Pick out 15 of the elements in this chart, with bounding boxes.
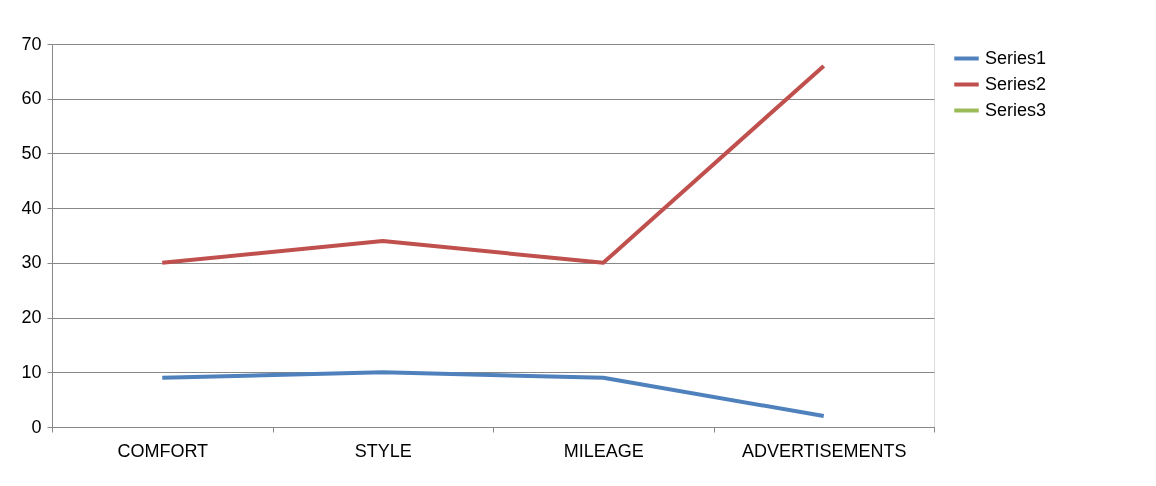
legend-label: Series2: [985, 73, 1047, 94]
y-tick-label: 60: [21, 88, 42, 109]
x-tick-label: STYLE: [354, 440, 412, 461]
y-tick-label: 0: [31, 416, 42, 437]
y-tick-label: 30: [21, 252, 42, 273]
y-tick-label: 40: [21, 197, 42, 218]
legend-label: Series3: [985, 99, 1047, 120]
y-tick-label: 20: [21, 307, 42, 328]
x-tick-label: ADVERTISEMENTS: [741, 440, 907, 461]
y-tick-label: 10: [21, 361, 42, 382]
x-tick-label: MILEAGE: [563, 440, 644, 461]
x-tick-label: COMFORT: [117, 440, 209, 461]
legend-label: Series1: [985, 47, 1047, 68]
y-tick-label: 70: [21, 33, 42, 54]
y-tick-label: 50: [21, 142, 42, 163]
